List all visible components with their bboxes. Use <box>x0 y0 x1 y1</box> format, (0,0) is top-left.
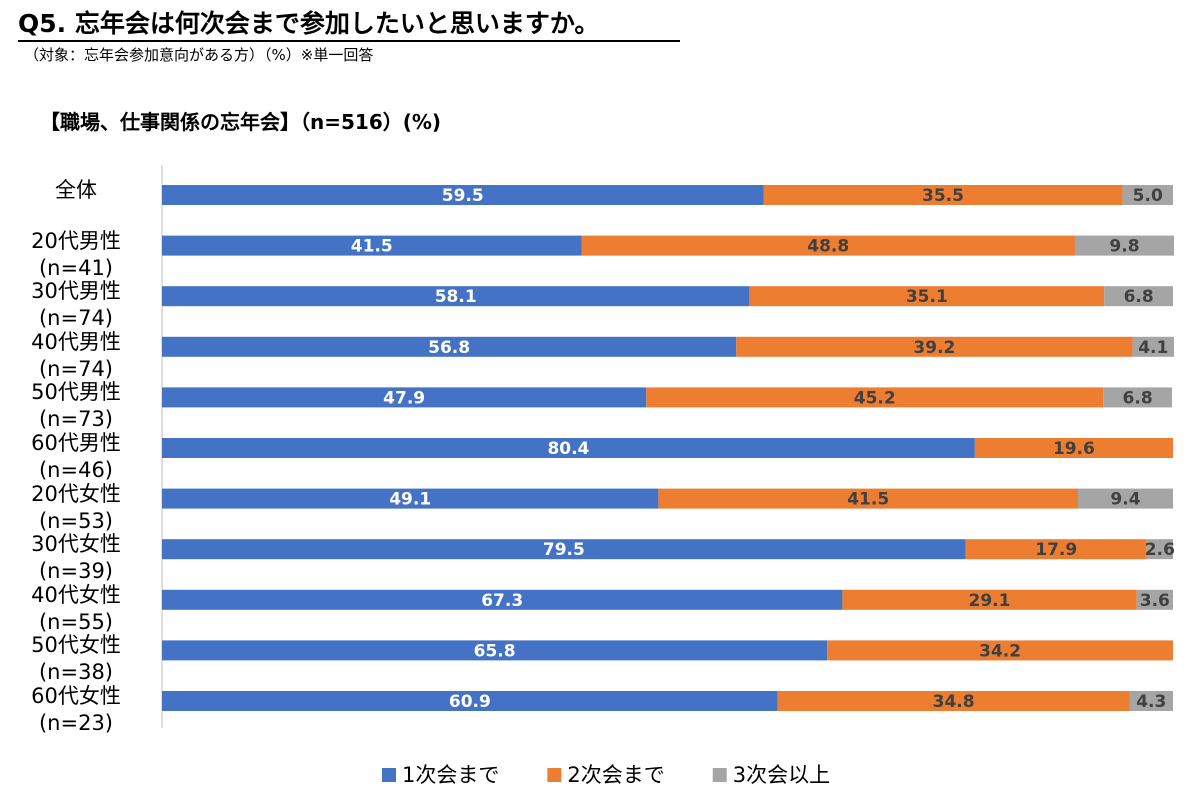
bar-segment <box>749 286 1105 307</box>
category-label: 40代女性 (n=55) <box>31 582 121 634</box>
bar-segment <box>162 589 843 610</box>
category-label: 50代女性 (n=38) <box>31 633 121 685</box>
bar-segment <box>162 235 582 256</box>
bar-segment <box>1104 286 1173 307</box>
value-label: 35.5 <box>922 186 964 206</box>
value-label: 4.1 <box>1138 338 1168 358</box>
value-label: 41.5 <box>351 237 393 257</box>
value-label: 80.4 <box>547 439 589 459</box>
value-label: 2.6 <box>1145 540 1175 560</box>
category-label: 60代男性 (n=46) <box>31 431 121 482</box>
bar-segment <box>965 539 1147 560</box>
bar-segment <box>162 185 764 205</box>
bar-segment <box>842 589 1137 610</box>
value-label: 34.2 <box>979 641 1021 661</box>
category-label: 全体 <box>55 178 97 202</box>
legend-swatch <box>547 768 562 782</box>
category-label: 50代男性 (n=73) <box>31 380 121 432</box>
bar-segment <box>162 539 966 560</box>
bar-segment <box>1132 336 1175 357</box>
chart-subtitle: （対象：忘年会参加意向がある方）（%）※単一回答 <box>24 46 374 64</box>
category-label: 30代女性 (n=39) <box>31 532 121 584</box>
value-label: 9.4 <box>1110 490 1140 510</box>
legend-swatch <box>382 768 396 782</box>
legend-label: 1次会まで <box>402 763 499 787</box>
value-label: 35.1 <box>906 287 948 307</box>
chart-title: Q5. 忘年会は何次会まで参加したいと思いますか。 <box>18 4 680 42</box>
value-label: 65.8 <box>474 641 516 661</box>
bar-segment <box>974 438 1173 458</box>
bar-segment <box>827 640 1173 661</box>
bar-segment <box>1146 539 1173 560</box>
value-label: 58.1 <box>435 287 477 307</box>
value-label: 6.8 <box>1123 388 1153 408</box>
bar-segment <box>162 488 659 509</box>
value-label: 34.8 <box>933 692 975 712</box>
category-label: 20代男性 (n=41) <box>31 228 121 280</box>
legend-swatch <box>712 768 727 782</box>
bar-segment <box>162 286 750 307</box>
value-label: 29.1 <box>969 591 1011 611</box>
value-label: 47.9 <box>383 388 425 408</box>
value-label: 4.3 <box>1136 692 1166 712</box>
bar-segment <box>646 387 1104 408</box>
bar-segment <box>1129 691 1173 711</box>
value-label: 6.8 <box>1124 287 1154 307</box>
bar-segment <box>162 387 647 408</box>
value-label: 19.6 <box>1053 439 1095 459</box>
value-label: 67.3 <box>481 591 523 611</box>
bar-segment <box>1103 387 1172 408</box>
bar-segment <box>777 691 1130 711</box>
value-label: 79.5 <box>543 540 585 560</box>
legend-label: 3次会以上 <box>733 763 830 787</box>
bar-segment <box>1077 488 1173 509</box>
value-label: 56.8 <box>428 338 470 358</box>
bar-segment <box>763 185 1123 205</box>
value-label: 60.9 <box>449 692 491 712</box>
bar-segment <box>162 336 737 357</box>
section-title: 【職場、仕事関係の忘年会】（n=516）(%) <box>40 110 442 134</box>
value-label: 9.8 <box>1109 237 1139 257</box>
bar-segment <box>162 691 778 711</box>
bar-segment <box>581 235 1075 256</box>
value-label: 45.2 <box>854 388 896 408</box>
bar-segment <box>736 336 1133 357</box>
category-label: 40代男性 (n=74) <box>31 329 121 381</box>
value-label: 5.0 <box>1133 186 1163 206</box>
value-label: 39.2 <box>913 338 955 358</box>
bar-segment <box>162 438 975 458</box>
category-label: 60代女性 (n=23) <box>31 684 121 735</box>
bar-segment <box>1074 235 1175 256</box>
value-label: 3.6 <box>1140 591 1170 611</box>
bar-segment <box>162 640 828 661</box>
value-label: 41.5 <box>847 490 889 510</box>
value-label: 49.1 <box>389 490 431 510</box>
bar-segment <box>658 488 1078 509</box>
legend-label: 2次会まで <box>567 763 664 787</box>
value-label: 59.5 <box>442 186 484 206</box>
category-label: 20代女性 (n=53) <box>31 481 121 533</box>
category-label: 30代男性 (n=74) <box>31 279 121 331</box>
value-label: 17.9 <box>1035 540 1077 560</box>
value-label: 48.8 <box>807 237 849 257</box>
bar-segment <box>1136 589 1173 610</box>
bar-segment <box>1122 185 1173 205</box>
